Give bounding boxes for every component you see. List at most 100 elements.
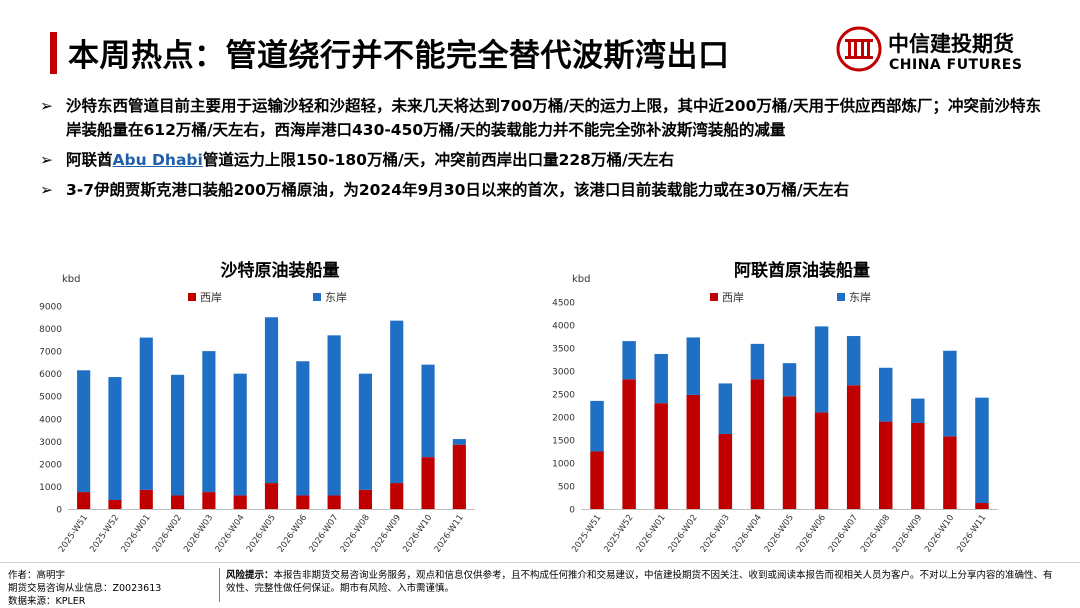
bar-segment: [590, 400, 604, 452]
y-tick-label: 2000: [552, 414, 575, 424]
bullet-arrow-icon: ➢: [40, 181, 53, 199]
bar-segment: [77, 370, 91, 493]
bar-segment: [911, 398, 925, 423]
bar-segment: [654, 353, 668, 404]
bar-segment: [264, 317, 279, 484]
bar-segment: [202, 492, 216, 509]
bar-segment: [421, 364, 435, 458]
legend-label: 西岸: [722, 291, 744, 304]
y-tick-label: 0: [569, 506, 575, 516]
page-title: 本周热点：管道绕行并不能完全替代波斯湾出口: [68, 38, 730, 74]
bar-segment: [943, 350, 957, 437]
footer-author-info: 作者：高明宇 期货交易咨询从业信息：Z0023613 数据来源：KPLER: [8, 569, 161, 608]
bar-segment: [452, 444, 466, 509]
legend-swatch: [710, 293, 718, 301]
x-tick-label: 2026-W01: [634, 513, 667, 554]
bar-segment: [452, 439, 466, 445]
bar-segment: [622, 379, 636, 509]
footer-divider-line: [0, 562, 1080, 563]
bullet-item: ➢ 沙特东西管道目前主要用于运输沙轻和沙超轻，未来几天将达到700万桶/天的运力…: [40, 94, 1050, 142]
bar-segment: [975, 397, 989, 504]
y-tick-label: 2500: [552, 391, 575, 401]
y-tick-label: 8000: [39, 325, 62, 335]
x-tick-label: 2025-W52: [88, 513, 121, 554]
bar-segment: [108, 499, 122, 509]
y-tick-label: 3000: [39, 438, 62, 448]
bar-segment: [750, 343, 765, 380]
y-axis-unit: kbd: [572, 274, 591, 285]
y-tick-label: 4000: [39, 415, 62, 425]
x-tick-label: 2025-W51: [57, 513, 90, 554]
bar-segment: [718, 434, 733, 509]
bullet-item: ➢ 3-7伊朗贾斯克港口装船200万桶原油，为2024年9月30日以来的首次，该…: [40, 178, 1050, 202]
bar-segment: [943, 436, 957, 509]
bullet-arrow-icon: ➢: [40, 97, 53, 115]
bar-segment: [171, 374, 185, 496]
bar-segment: [296, 361, 310, 496]
bar-segment: [233, 495, 247, 509]
x-tick-label: 2026-W02: [151, 513, 184, 554]
license-number: 期货交易咨询从业信息：Z0023613: [8, 583, 162, 594]
x-tick-label: 2026-W07: [307, 513, 340, 554]
chart-title: 阿联酋原油装船量: [734, 260, 870, 281]
y-tick-label: 2000: [39, 460, 62, 470]
saudi-loading-chart: 沙特原油装船量 kbd 西岸 东岸 0 1000 2000 3000 4000 5000 6000 7…: [39, 260, 475, 554]
bullet-text: 沙特东西管道目前主要用于运输沙轻和沙超轻，未来几天将达到700万桶/天的运力上限…: [66, 97, 1042, 139]
bullet-text-suffix: 管道运力上限150-180万桶/天，冲突前西岸出口量228万桶/天左右: [202, 151, 675, 169]
y-tick-label: 7000: [39, 348, 62, 358]
legend-label: 东岸: [325, 291, 347, 304]
bar-segment: [975, 503, 989, 509]
bar-segment: [233, 373, 247, 496]
author: 作者：高明宇: [8, 570, 66, 581]
bar-segment: [171, 495, 185, 509]
bar-segment: [390, 320, 404, 484]
x-tick-label: 2026-W11: [955, 513, 988, 554]
bar-segment: [264, 483, 279, 509]
footer-vertical-divider: [219, 568, 220, 602]
x-tick-label: 2026-W05: [245, 513, 278, 554]
bar-segment: [358, 373, 372, 490]
x-tick-label: 2025-W51: [570, 513, 603, 554]
bar-segment: [139, 489, 153, 509]
bar-segment: [686, 394, 701, 509]
x-tick-label: 2025-W52: [602, 513, 635, 554]
bar-segment: [878, 421, 893, 509]
bar-segment: [139, 337, 153, 490]
bar-segment: [878, 367, 893, 422]
citic-logo-icon: [836, 26, 882, 72]
x-tick-label: 2026-W06: [276, 513, 309, 554]
bar-segment: [327, 495, 341, 509]
bullet-text-prefix: 阿联酋: [66, 151, 113, 169]
bar-segment: [814, 412, 829, 509]
bar-segment: [108, 377, 122, 500]
y-tick-label: 5000: [39, 393, 62, 403]
bar-segment: [911, 422, 925, 509]
abu-dhabi-link[interactable]: Abu Dhabi: [112, 151, 203, 169]
legend-label: 东岸: [849, 291, 871, 304]
x-tick-label: 2026-W06: [795, 513, 828, 554]
bullet-item: ➢ 阿联酋Abu Dhabi管道运力上限150-180万桶/天，冲突前西岸出口量…: [40, 148, 1050, 172]
bar-segment: [327, 335, 341, 496]
bar-segment: [814, 326, 829, 413]
risk-text: 本报告非期货交易咨询业务服务，观点和信息仅供参考，且不构成任何推介和交易建议，中…: [226, 570, 1053, 594]
bar-segment: [654, 403, 668, 509]
bar-segment: [358, 489, 372, 509]
x-tick-label: 2026-W08: [339, 513, 372, 554]
x-tick-label: 2026-W07: [827, 513, 860, 554]
y-tick-label: 0: [56, 506, 62, 516]
x-tick-label: 2026-W04: [213, 513, 246, 554]
x-tick-label: 2026-W01: [120, 513, 153, 554]
y-tick-label: 1500: [552, 437, 575, 447]
y-tick-label: 500: [558, 483, 575, 493]
bar-segment: [846, 336, 861, 386]
x-tick-label: 2026-W10: [923, 513, 956, 554]
x-tick-label: 2026-W09: [370, 513, 403, 554]
bar-segment: [296, 495, 310, 509]
uae-loading-chart: 阿联酋原油装船量 kbd 西岸 东岸 0 500 1000 1500 2000 2500 3000 3…: [552, 260, 998, 554]
x-tick-label: 2026-W04: [731, 513, 764, 554]
bar-segment: [590, 451, 604, 509]
data-source: 数据来源：KPLER: [8, 596, 86, 607]
bar-segment: [846, 385, 861, 509]
bullet-list: ➢ 沙特东西管道目前主要用于运输沙轻和沙超轻，未来几天将达到700万桶/天的运力…: [40, 94, 1050, 208]
x-tick-label: 2026-W09: [891, 513, 924, 554]
